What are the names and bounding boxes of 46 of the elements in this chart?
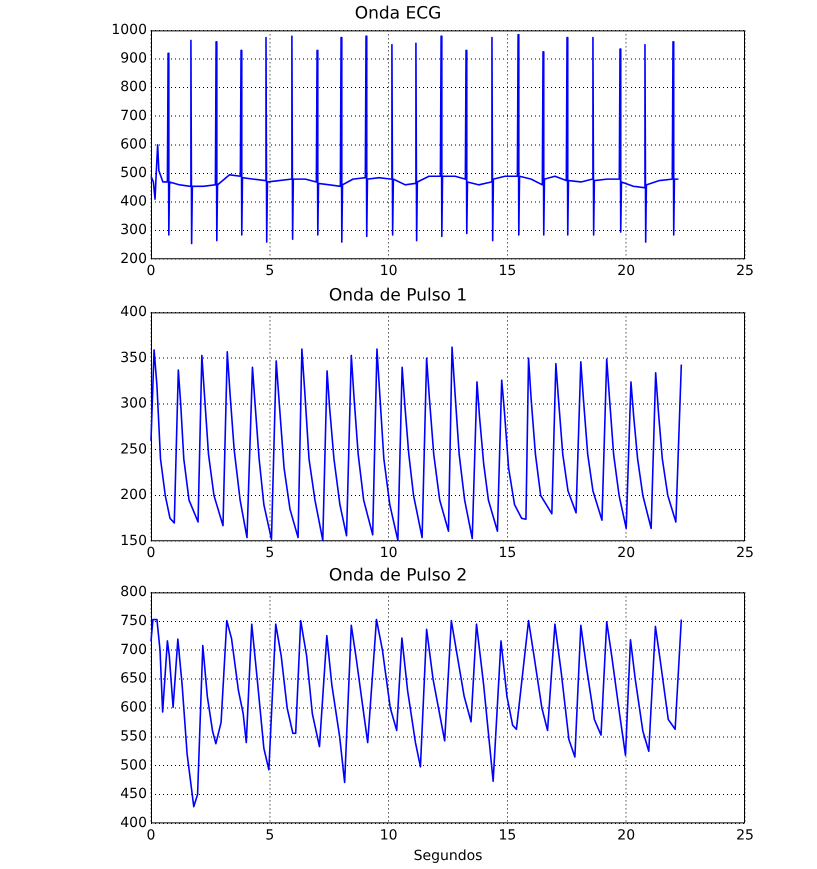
y-tick-label: 150 [120, 532, 147, 549]
y-tick-label: 250 [120, 441, 147, 458]
y-tick-label: 350 [120, 350, 147, 366]
x-tick-label: 5 [265, 545, 274, 562]
x-tick-label: 25 [736, 545, 754, 562]
x-tick-label: 15 [498, 263, 516, 280]
y-tick-label: 200 [120, 487, 147, 504]
x-tick-label: 5 [265, 263, 274, 280]
x-tick-label: 25 [736, 827, 754, 844]
y-tick-label: 650 [120, 670, 147, 687]
x-tick-label: 25 [736, 263, 754, 280]
chart-title: Onda ECG [354, 4, 442, 24]
x-tick-label: 20 [617, 827, 636, 844]
x-tick-label: 20 [617, 545, 636, 562]
y-tick-label: 400 [120, 815, 147, 832]
y-tick-label: 1000 [111, 22, 147, 38]
y-tick-label: 800 [120, 79, 147, 96]
chart-title: Onda de Pulso 1 [328, 286, 468, 306]
y-tick-label: 550 [120, 728, 147, 744]
x-tick-label: 0 [146, 263, 156, 280]
y-tick-label: 300 [120, 396, 147, 412]
x-tick-label: 15 [498, 827, 516, 844]
y-tick-label: 400 [120, 194, 147, 210]
x-axis-title: Segundos [414, 848, 482, 864]
y-tick-label: 200 [120, 250, 147, 267]
y-tick-label: 750 [120, 612, 147, 629]
y-tick-label: 900 [120, 50, 147, 67]
y-tick-label: 500 [120, 757, 147, 774]
x-tick-label: 10 [380, 827, 398, 844]
x-tick-label: 0 [146, 545, 156, 562]
x-tick-label: 10 [380, 263, 398, 280]
y-tick-label: 600 [120, 136, 147, 152]
y-tick-label: 450 [120, 786, 147, 802]
x-tick-label: 10 [380, 545, 398, 562]
x-tick-label: 5 [265, 827, 274, 844]
y-tick-label: 700 [120, 642, 147, 658]
x-tick-label: 15 [498, 545, 516, 562]
y-tick-label: 700 [120, 108, 147, 124]
x-tick-label: 20 [617, 263, 636, 280]
y-tick-label: 400 [120, 304, 147, 320]
y-tick-label: 600 [120, 700, 147, 716]
y-tick-label: 300 [120, 222, 147, 238]
chart-title: Onda de Pulso 2 [328, 566, 468, 586]
y-tick-label: 500 [120, 165, 147, 182]
y-tick-label: 800 [120, 584, 147, 600]
x-tick-label: 0 [146, 827, 156, 844]
